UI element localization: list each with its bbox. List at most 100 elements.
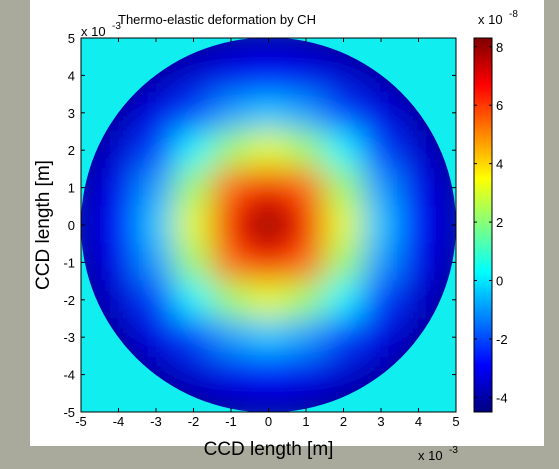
y-axis-label: CCD length [m]	[33, 160, 54, 290]
cell	[249, 131, 288, 170]
cell	[81, 205, 101, 245]
y-tick-label: 1	[68, 181, 75, 196]
cell	[99, 131, 138, 170]
cell	[174, 93, 213, 132]
cell	[174, 318, 213, 357]
cell	[249, 280, 288, 319]
cell	[136, 280, 176, 319]
x-tick-label: 1	[302, 414, 309, 429]
cell	[249, 392, 288, 413]
cell	[399, 280, 438, 319]
y-tick-label: -2	[63, 293, 75, 308]
x-tick-label: -1	[225, 414, 237, 429]
cell	[174, 168, 213, 207]
cell	[136, 93, 176, 132]
y-tick-label: 0	[68, 218, 75, 233]
cell	[99, 280, 138, 319]
colorbar-tick-label: -4	[496, 390, 508, 405]
cell	[174, 355, 213, 394]
cell	[324, 168, 363, 207]
cell	[324, 355, 363, 394]
y-tick-label: 3	[68, 106, 75, 121]
y-tick-label: -3	[63, 330, 75, 345]
cell	[361, 168, 401, 207]
cell	[399, 205, 438, 245]
cell	[249, 168, 288, 207]
cell	[324, 93, 363, 132]
cell	[174, 56, 213, 95]
multiplier-exponent: -3	[449, 445, 458, 456]
cell	[211, 168, 251, 207]
cell	[249, 93, 288, 132]
cell	[249, 37, 288, 58]
multiplier-exponent: -3	[112, 21, 121, 32]
x-tick-label: -5	[75, 414, 87, 429]
colorbar	[473, 37, 493, 413]
cell	[136, 318, 176, 357]
colorbar-tick-label: 2	[496, 215, 503, 230]
cell	[324, 205, 363, 245]
cell	[136, 243, 176, 282]
cell	[286, 355, 326, 394]
x-tick-label: -3	[150, 414, 162, 429]
cell	[211, 205, 251, 245]
y-tick-label: -5	[63, 405, 75, 420]
cell	[361, 93, 401, 132]
x-tick-label: 4	[415, 414, 422, 429]
cell	[286, 93, 326, 132]
x-tick-label: 0	[265, 414, 272, 429]
cell	[211, 355, 251, 394]
cell	[174, 243, 213, 282]
y-tick-label: -1	[63, 255, 75, 270]
cell	[324, 56, 363, 95]
cell	[361, 205, 401, 245]
x-tick-label: 3	[377, 414, 384, 429]
cell	[174, 280, 213, 319]
multiplier-base: x 10	[81, 24, 106, 39]
cell	[211, 56, 251, 95]
cell	[211, 131, 251, 170]
cell	[99, 243, 138, 282]
y-tick-label: 2	[68, 143, 75, 158]
cell	[286, 243, 326, 282]
multiplier-exponent: -8	[509, 9, 518, 20]
cell	[286, 131, 326, 170]
cell	[136, 131, 176, 170]
cell	[436, 205, 456, 245]
cell	[286, 56, 326, 95]
y-tick-label: 4	[68, 68, 75, 83]
x-tick-label: -2	[188, 414, 200, 429]
cell	[361, 243, 401, 282]
x-tick-label: 2	[340, 414, 347, 429]
cell	[136, 168, 176, 207]
cell	[399, 168, 438, 207]
cell	[324, 131, 363, 170]
y-tick-label: -4	[63, 368, 75, 383]
cell	[361, 280, 401, 319]
y-tick-label: 5	[68, 31, 75, 46]
cell	[286, 280, 326, 319]
cell	[249, 243, 288, 282]
cell	[174, 205, 213, 245]
cell	[211, 243, 251, 282]
cell	[99, 205, 138, 245]
cell	[324, 318, 363, 357]
cell	[211, 280, 251, 319]
x-tick-label: -4	[113, 414, 125, 429]
cell	[174, 131, 213, 170]
colorbar-tick-label: -2	[496, 332, 508, 347]
x-tick-label: 5	[452, 414, 459, 429]
multiplier-base: x 10	[478, 12, 503, 27]
cell	[99, 168, 138, 207]
cell	[249, 205, 288, 245]
cell	[324, 243, 363, 282]
cell	[399, 243, 438, 282]
cell	[286, 318, 326, 357]
cell	[211, 318, 251, 357]
cell	[249, 355, 288, 394]
cell	[361, 318, 401, 357]
colorbar-tick-label: 8	[496, 40, 503, 55]
colorbar-tick-label: 4	[496, 157, 503, 172]
